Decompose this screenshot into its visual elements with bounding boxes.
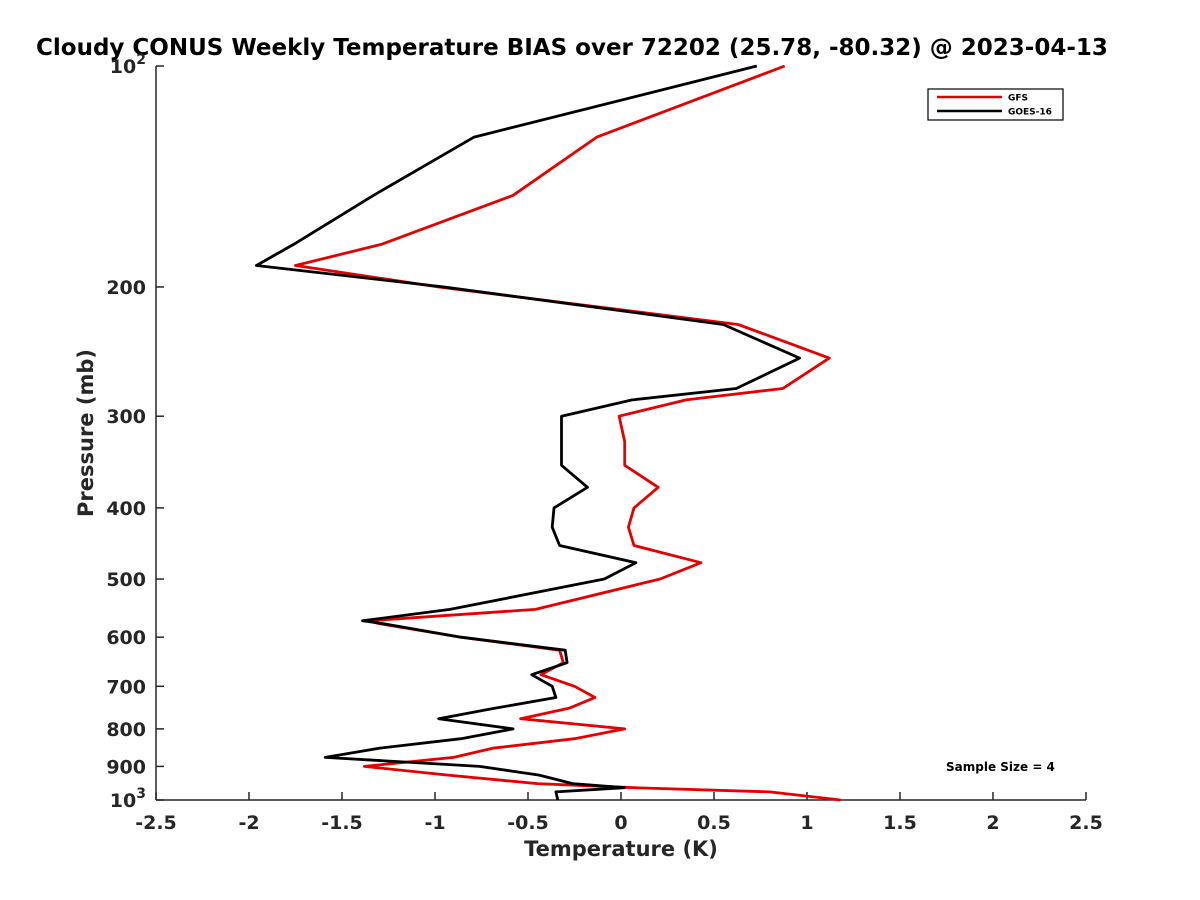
legend: GFS GOES-16 [927,88,1064,121]
y-axis-title: Pressure (mb) [74,349,98,517]
legend-box [927,88,1064,121]
x-tick-label: 1.5 [883,812,917,834]
x-tick-label: 1 [800,812,813,834]
y-tick-label: 700 [106,676,146,698]
y-tick-label: 200 [106,277,146,299]
y-axis-ticks: 102 200 300 400 500 600 700 800 900 103 [106,52,164,812]
x-tick-label: 2 [986,812,999,834]
x-tick-label: -1 [424,812,445,834]
y-tick-label: 102 [110,52,146,78]
x-tick-label: 2.5 [1069,812,1103,834]
x-axis-ticks: -2.5 -2 -1.5 -1 -0.5 0 0.5 1 1.5 2 2.5 [135,792,1103,834]
y-tick-label: 800 [106,719,146,741]
x-axis-title: Temperature (K) [524,837,718,861]
legend-label-gfs: GFS [1008,94,1028,104]
y-tick-label: 600 [106,627,146,649]
series-line-goes16 [254,64,801,801]
series-line-gfs [294,64,841,802]
y-tick-label: 103 [110,786,146,812]
y-tick-label: 300 [106,406,146,428]
y-tick-label: 900 [106,756,146,778]
x-tick-label: 0 [614,812,627,834]
y-tick-label: 500 [106,569,146,591]
sample-size-annotation: Sample Size = 4 [946,760,1055,774]
chart-title: Cloudy CONUS Weekly Temperature BIAS ove… [36,35,1108,61]
x-tick-label: -0.5 [507,812,549,834]
series-lines [254,64,841,802]
x-tick-label: 0.5 [697,812,731,834]
x-tick-label: -1.5 [321,812,363,834]
x-tick-label: -2 [238,812,259,834]
plot-area: -2.5 -2 -1.5 -1 -0.5 0 0.5 1 1.5 2 2.5 102 200 300 40… [106,52,1103,834]
y-tick-label: 400 [106,498,146,520]
legend-label-goes16: GOES-16 [1008,108,1052,118]
x-tick-label: -2.5 [135,812,177,834]
